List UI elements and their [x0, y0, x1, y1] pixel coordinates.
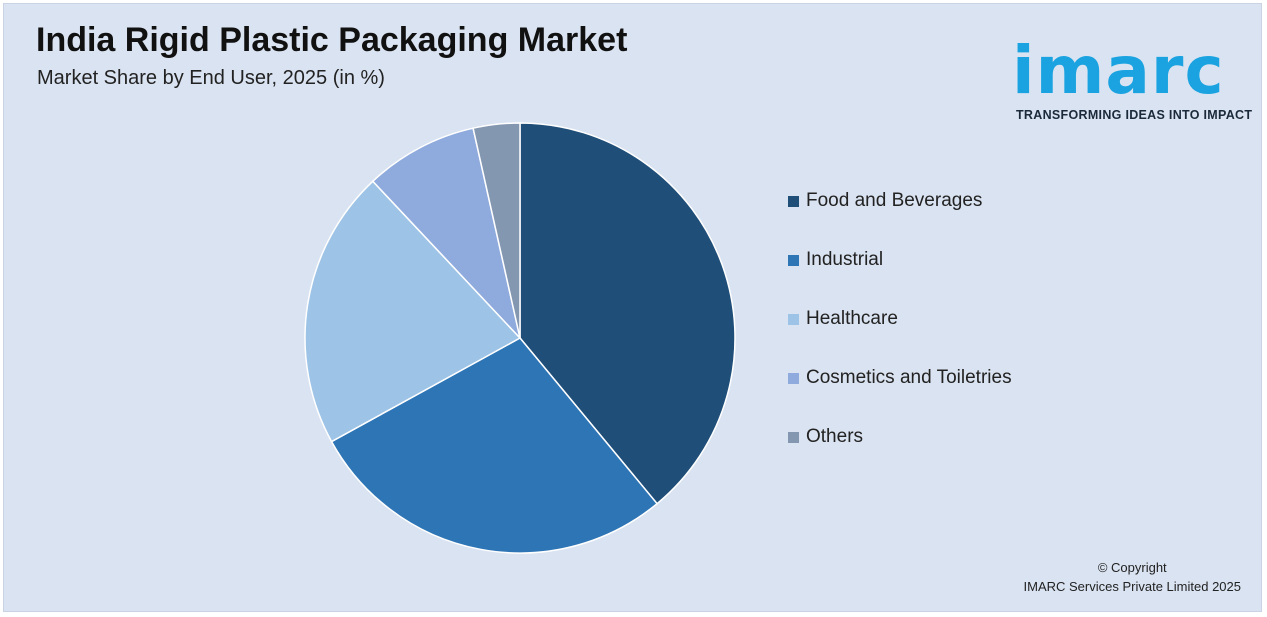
legend-swatch [788, 373, 799, 384]
legend-swatch [788, 432, 799, 443]
copyright-line-2: IMARC Services Private Limited 2025 [1023, 579, 1241, 594]
chart-subtitle: Market Share by End User, 2025 (in %) [37, 67, 385, 89]
legend-swatch [788, 314, 799, 325]
pie-slice-food-and-beverages [519, 122, 736, 505]
legend-item-industrial: Industrial [788, 249, 1012, 308]
chart-title: India Rigid Plastic Packaging Market [36, 21, 628, 59]
legend-label: Industrial [806, 249, 884, 270]
imarc-logo: imarc TRANSFORMING IDEAS INTO IMPACT [1008, 16, 1253, 126]
legend-item-healthcare: Healthcare [788, 308, 1012, 367]
legend-swatch [788, 196, 799, 207]
legend-item-cosmetics-and-toiletries: Cosmetics and Toiletries [788, 367, 1012, 426]
pie-slice-others [472, 122, 521, 339]
pie-slice-industrial [330, 337, 659, 554]
chart-frame: India Rigid Plastic Packaging Market Mar… [3, 3, 1262, 612]
legend-swatch [788, 255, 799, 266]
copyright-notice: © Copyright IMARC Services Private Limit… [1024, 558, 1241, 596]
pie-slice-cosmetics-and-toiletries [371, 127, 522, 341]
legend-label: Cosmetics and Toiletries [806, 367, 1012, 388]
legend-label: Food and Beverages [806, 190, 983, 211]
copyright-line-1: © Copyright [1097, 560, 1167, 575]
legend-label: Healthcare [806, 308, 898, 329]
chart-legend: Food and Beverages Industrial Healthcare Co… [788, 190, 1012, 485]
legend-item-food-and-beverages: Food and Beverages [788, 190, 1012, 249]
logo-tagline: TRANSFORMING IDEAS INTO IMPACT [1016, 108, 1253, 122]
legend-item-others: Others [788, 426, 1012, 485]
logo-wordmark: imarc [1012, 32, 1225, 109]
pie-slice-healthcare [304, 180, 522, 443]
pie-chart [304, 122, 736, 554]
legend-label: Others [806, 426, 864, 447]
